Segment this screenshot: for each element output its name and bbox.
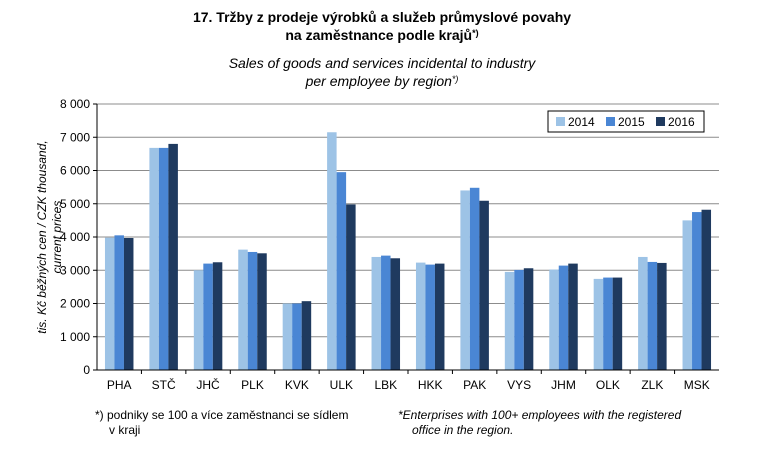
bar-ZLK-2015: [647, 261, 658, 370]
chart-title-en-footnote-marker: *): [451, 74, 459, 84]
legend-swatch-2016: [656, 117, 665, 126]
bar-PAK-2014: [460, 190, 470, 370]
bar-PLK-2016: [257, 253, 267, 370]
footnote-cz-line2: v kraji: [109, 423, 141, 437]
bar-KVK-2014: [282, 303, 293, 370]
axes: [93, 103, 719, 374]
y-tick-label-5000: 5 000: [60, 197, 90, 211]
x-tick-labels: PHA STČ JHČ PLK KVK ULK LBK HKK PAK VYS JHM OLK ZLK M…: [107, 377, 710, 392]
legend-label-2016: 2016: [668, 115, 695, 129]
footnote-cz-line1: *) podniky se 100 a více zaměstnanci se …: [95, 408, 349, 422]
bar-PHA-2015: [114, 235, 124, 370]
y-tick-label-4000: 4 000: [60, 230, 90, 244]
y-tick-label-0: 0: [83, 363, 90, 377]
bar-ULK-2015: [336, 172, 347, 370]
bar-PLK-2015: [247, 251, 258, 370]
bar-LBK-2016: [390, 258, 401, 370]
chart-title-cz-footnote-marker: *): [472, 28, 479, 38]
bar-ULK-2016: [346, 204, 356, 370]
x-tick-label-JHČ: JHČ: [196, 377, 220, 392]
bar-JHM-2015: [558, 265, 569, 370]
bar-ZLK-2016: [657, 262, 667, 370]
bar-HKK-2015: [425, 264, 435, 370]
footnote-en: *Enterprises with 100+ employees with th…: [398, 408, 728, 438]
bar-JHM-2014: [549, 269, 559, 370]
bar-JHČ-2014: [193, 270, 204, 370]
x-tick-label-ULK: ULK: [330, 378, 353, 392]
chart-title-cz-line1: 17. Tržby z prodeje výrobků a služeb prů…: [192, 9, 572, 25]
x-tick-label-OLK: OLK: [596, 378, 620, 392]
x-tick-label-ZLK: ZLK: [641, 378, 663, 392]
bar-PLK-2014: [238, 249, 248, 370]
chart-title-cz-line2-text: na zaměstnance podle krajů: [285, 27, 473, 43]
bar-OLK-2015: [603, 277, 613, 370]
y-axis-label-line2: current prices: [50, 201, 64, 274]
y-tick-label-3000: 3 000: [60, 263, 90, 277]
bar-KVK-2016: [301, 301, 312, 370]
chart-title-cz-line2: na zaměstnance podle krajů*): [0, 27, 764, 44]
footnote-en-line1: *Enterprises with 100+ employees with th…: [398, 408, 682, 422]
bar-JHČ-2016: [212, 262, 223, 370]
legend-label-2015: 2015: [618, 115, 645, 129]
y-tick-label-2000: 2 000: [60, 297, 90, 311]
bar-STČ-2015: [158, 147, 169, 370]
bar-ULK-2014: [327, 132, 337, 370]
footnote-en-line2: office in the region.: [412, 423, 514, 437]
bar-OLK-2016: [612, 277, 623, 370]
bar-VYS-2016: [523, 268, 534, 370]
bars: [104, 132, 712, 370]
x-tick-label-STČ: STČ: [152, 377, 176, 392]
x-tick-label-KVK: KVK: [285, 378, 309, 392]
y-axis-label-line1: tis. Kč běžných cen / CZK thousand,: [35, 140, 49, 333]
x-tick-label-LBK: LBK: [374, 378, 397, 392]
bar-PAK-2016: [479, 200, 489, 370]
legend: 2014 2015 2016: [547, 110, 705, 133]
bar-STČ-2016: [168, 143, 178, 370]
bar-OLK-2014: [593, 278, 604, 370]
gridlines: [97, 103, 719, 338]
x-tick-label-PLK: PLK: [241, 378, 264, 392]
bar-ZLK-2014: [638, 256, 648, 370]
x-tick-label-PHA: PHA: [107, 378, 132, 392]
footnote-cz: *) podniky se 100 a více zaměstnanci se …: [95, 408, 395, 438]
x-tick-label-HKK: HKK: [418, 378, 443, 392]
chart-title-en-line2: per employee by region*): [0, 73, 764, 90]
y-tick-labels: 0 1 000 2 000 3 000 4 000 5 000 6 000 7 000 8 00…: [60, 97, 90, 377]
x-tick-label-VYS: VYS: [507, 378, 531, 392]
bar-JHČ-2015: [203, 263, 213, 370]
bar-PHA-2016: [123, 237, 134, 370]
bar-LBK-2014: [371, 256, 382, 370]
y-tick-label-7000: 7 000: [60, 130, 90, 144]
bar-PHA-2014: [104, 237, 115, 370]
bar-LBK-2015: [381, 255, 391, 370]
bar-VYS-2014: [504, 271, 515, 370]
legend-swatch-2014: [556, 117, 565, 126]
bar-JHM-2016: [568, 263, 578, 370]
bar-STČ-2014: [149, 147, 159, 370]
bar-HKK-2014: [415, 262, 426, 370]
y-tick-label-1000: 1 000: [60, 330, 90, 344]
legend-box: [547, 110, 705, 133]
y-tick-label-8000: 8 000: [60, 97, 90, 111]
chart-title-en-line2-text: per employee by region: [305, 73, 452, 89]
chart-title-en-line1: Sales of goods and services incidental t…: [228, 55, 536, 71]
x-tick-label-JHM: JHM: [551, 378, 576, 392]
legend-swatch-2015: [606, 117, 615, 126]
bar-VYS-2015: [514, 269, 524, 370]
y-axis-label: tis. Kč běžných cen / CZK thousand, curre…: [35, 140, 64, 333]
bar-PAK-2015: [469, 187, 480, 370]
bar-MSK-2015: [692, 212, 702, 370]
x-tick-label-PAK: PAK: [463, 378, 486, 392]
y-tick-label-6000: 6 000: [60, 164, 90, 178]
bar-MSK-2016: [701, 209, 712, 370]
bar-KVK-2015: [292, 303, 302, 370]
legend-label-2014: 2014: [568, 115, 595, 129]
bar-HKK-2016: [434, 263, 445, 370]
bar-MSK-2014: [682, 220, 693, 370]
x-tick-label-MSK: MSK: [684, 378, 710, 392]
